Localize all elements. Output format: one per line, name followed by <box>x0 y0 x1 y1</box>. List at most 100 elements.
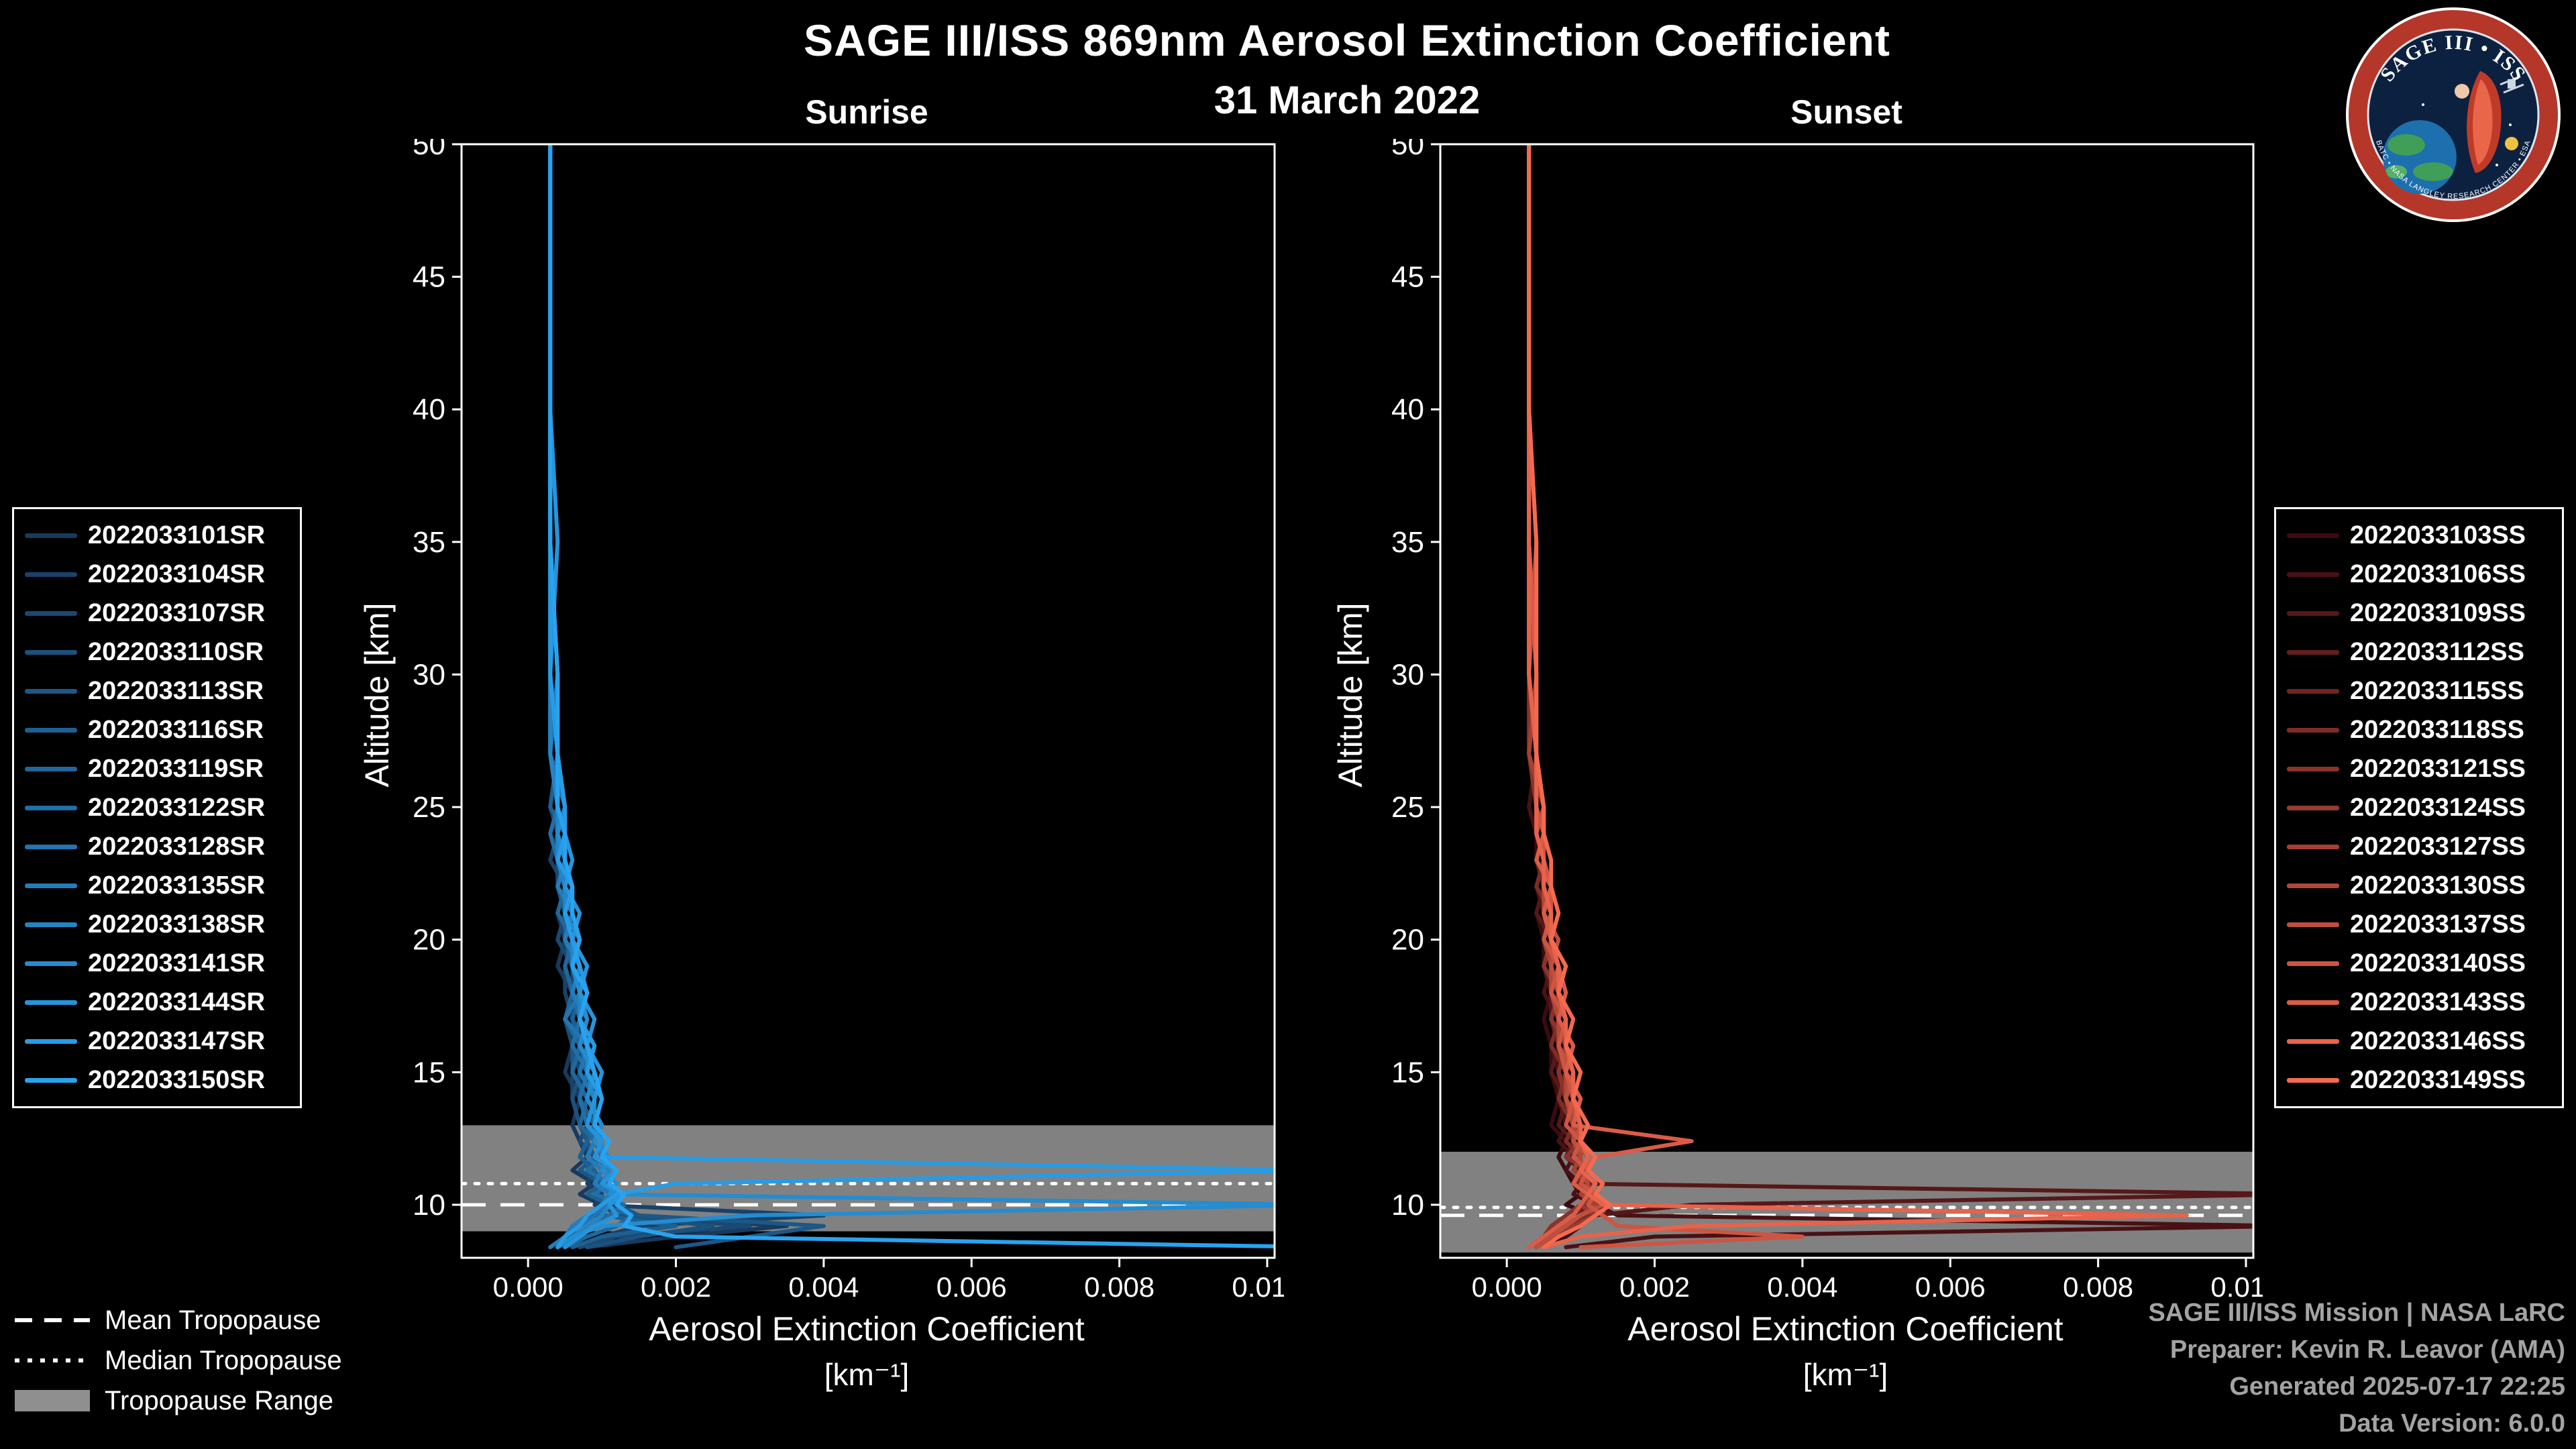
legend-line-sample <box>25 572 77 577</box>
sunset-legend: 2022033103SS 2022033106SS 2022033109SS 2022… <box>2274 507 2564 1108</box>
svg-text:0.006: 0.006 <box>1915 1271 1986 1303</box>
dotted-line-sample <box>15 1358 90 1362</box>
svg-text:10: 10 <box>1391 1189 1424 1222</box>
legend-line-sample <box>25 1000 77 1005</box>
legend-item: 2022033121SS <box>2276 749 2562 788</box>
legend-line-sample <box>2287 1000 2339 1005</box>
sunrise-x-axis-label: Aerosol Extinction Coefficient <box>649 1310 1085 1348</box>
date-subtitle: 31 March 2022 <box>1214 78 1481 122</box>
legend-item: 2022033144SR <box>14 983 300 1022</box>
legend-label: 2022033141SR <box>88 949 266 977</box>
svg-text:35: 35 <box>1391 526 1424 559</box>
legend-label: 2022033127SS <box>2350 832 2526 861</box>
svg-text:40: 40 <box>413 393 445 426</box>
svg-text:10: 10 <box>413 1189 445 1222</box>
legend-line-sample <box>25 649 77 655</box>
legend-label: 2022033146SS <box>2350 1026 2526 1055</box>
credits: SAGE III/ISS Mission | NASA LaRC Prepare… <box>2148 1295 2565 1442</box>
legend-label: 2022033138SR <box>88 910 266 938</box>
logo-sun <box>2505 137 2518 150</box>
legend-item-median-tropopause: Median Tropopause <box>15 1340 342 1381</box>
svg-text:0.004: 0.004 <box>1767 1271 1837 1303</box>
svg-text:45: 45 <box>1391 261 1424 294</box>
sunrise-plot: 0.000 0.002 0.004 0.006 0.008 0.010 10 15 20 25 30… <box>413 139 1284 1303</box>
legend-item-tropopause-range: Tropopause Range <box>15 1381 342 1421</box>
legend-label: 2022033150SR <box>88 1065 266 1094</box>
legend-item: 2022033122SR <box>14 788 300 827</box>
svg-text:25: 25 <box>413 791 445 824</box>
legend-label: 2022033112SS <box>2350 637 2524 666</box>
legend-label: 2022033103SS <box>2350 521 2526 549</box>
legend-line-sample <box>25 961 77 966</box>
legend-item: 2022033104SR <box>14 555 300 594</box>
legend-label: 2022033144SR <box>88 987 266 1016</box>
logo-earth <box>2383 120 2457 194</box>
legend-line-sample <box>2287 961 2339 966</box>
legend-label: 2022033116SR <box>88 715 264 744</box>
sunset-x-axis-label: Aerosol Extinction Coefficient <box>1627 1310 2063 1348</box>
svg-text:0.004: 0.004 <box>788 1271 859 1303</box>
legend-item: 2022033147SR <box>14 1022 300 1061</box>
svg-text:0.010: 0.010 <box>2210 1271 2263 1303</box>
legend-label: Median Tropopause <box>105 1345 342 1375</box>
legend-item: 2022033130SS <box>2276 866 2562 905</box>
legend-line-sample <box>2287 766 2339 771</box>
legend-label: 2022033121SS <box>2350 754 2526 783</box>
legend-line-sample <box>25 610 77 616</box>
legend-label: Mean Tropopause <box>105 1305 321 1335</box>
legend-item: 2022033103SS <box>2276 516 2562 555</box>
sunrise-x-axis-unit: [km⁻¹] <box>824 1357 910 1392</box>
legend-item: 2022033110SR <box>14 633 300 672</box>
legend-item: 2022033150SR <box>14 1061 300 1099</box>
svg-text:40: 40 <box>1391 393 1424 426</box>
legend-item: 2022033124SS <box>2276 788 2562 827</box>
credit-line-generated: Generated 2025-07-17 22:25 <box>2229 1373 2565 1401</box>
legend-line-sample <box>2287 727 2339 733</box>
logo-sage-figure-highlight <box>2473 79 2493 165</box>
legend-line-sample <box>2287 1038 2339 1044</box>
page-title: SAGE III/ISS 869nm Aerosol Extinction Co… <box>804 15 1890 65</box>
svg-text:15: 15 <box>1391 1056 1424 1089</box>
svg-text:0.000: 0.000 <box>1472 1271 1542 1303</box>
legend-line-sample <box>25 533 77 538</box>
legend-item-mean-tropopause: Mean Tropopause <box>15 1300 342 1340</box>
legend-label: 2022033118SS <box>2350 715 2524 744</box>
sunset-x-axis-unit: [km⁻¹] <box>1803 1357 1888 1392</box>
legend-item: 2022033118SS <box>2276 710 2562 749</box>
legend-label: 2022033106SS <box>2350 559 2526 588</box>
svg-text:0.002: 0.002 <box>1619 1271 1690 1303</box>
legend-label: Tropopause Range <box>105 1385 333 1415</box>
svg-text:15: 15 <box>413 1056 445 1089</box>
sunset-panel-title: Sunset <box>1790 93 1902 131</box>
logo-figure-face <box>2455 84 2469 99</box>
svg-text:0.008: 0.008 <box>1084 1271 1155 1303</box>
legend-line-sample <box>2287 883 2339 888</box>
legend-label: 2022033104SR <box>88 559 266 588</box>
gray-band-sample <box>15 1390 90 1411</box>
legend-line-sample <box>2287 1077 2339 1083</box>
credit-line-preparer: Preparer: Kevin R. Leavor (AMA) <box>2169 1336 2565 1364</box>
tropopause-legend: Mean Tropopause Median Tropopause Tropop… <box>15 1300 342 1421</box>
dashed-line-sample <box>15 1318 90 1322</box>
legend-line-sample <box>2287 805 2339 810</box>
legend-line-sample <box>25 922 77 927</box>
legend-item: 2022033146SS <box>2276 1022 2562 1061</box>
legend-item: 2022033128SR <box>14 827 300 866</box>
legend-line-sample <box>25 766 77 771</box>
svg-text:30: 30 <box>1391 658 1424 691</box>
svg-text:20: 20 <box>413 924 445 957</box>
legend-line-sample <box>25 844 77 849</box>
legend-label: 2022033130SS <box>2350 871 2526 900</box>
legend-label: 2022033147SR <box>88 1026 266 1055</box>
sunset-plot: 0.000 0.002 0.004 0.006 0.008 0.010 10 15 20 25 30… <box>1391 139 2263 1303</box>
legend-label: 2022033119SR <box>88 754 264 783</box>
legend-item: 2022033138SR <box>14 905 300 944</box>
logo-iss-silhouette <box>2500 75 2524 94</box>
legend-line-sample <box>25 883 77 888</box>
legend-item: 2022033106SS <box>2276 555 2562 594</box>
legend-line-sample <box>25 1038 77 1044</box>
legend-item: 2022033143SS <box>2276 983 2562 1022</box>
legend-line-sample <box>2287 533 2339 538</box>
legend-line-sample <box>2287 610 2339 616</box>
legend-line-sample <box>2287 572 2339 577</box>
